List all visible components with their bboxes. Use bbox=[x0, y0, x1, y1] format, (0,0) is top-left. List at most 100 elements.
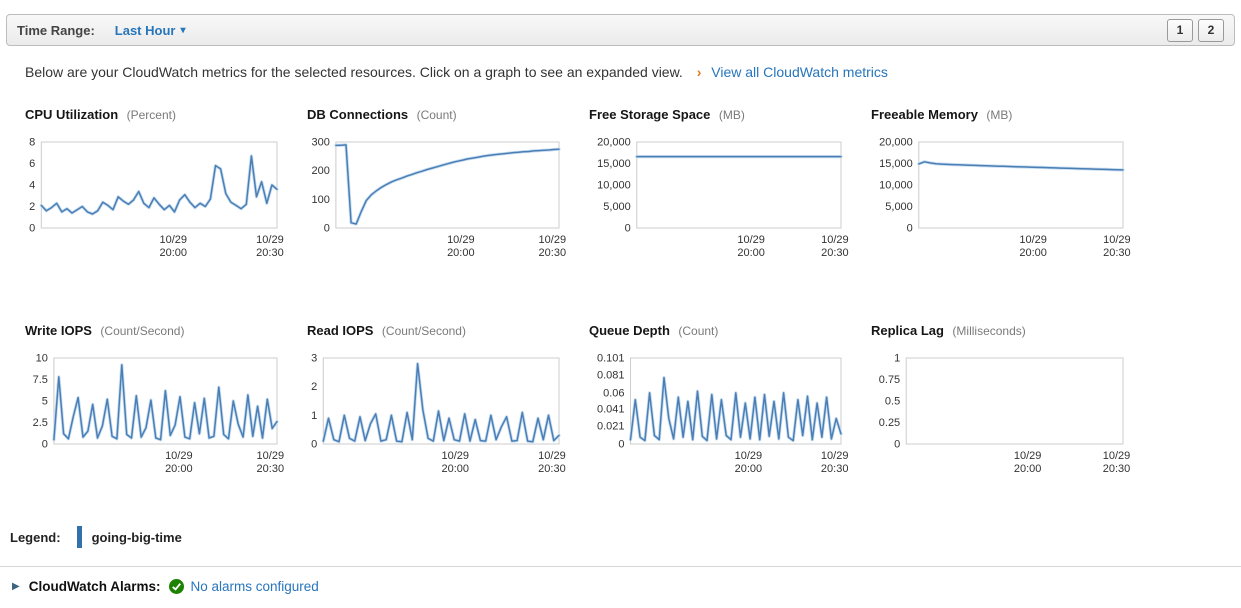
chart-unit: (MB) bbox=[718, 108, 745, 122]
svg-text:10: 10 bbox=[36, 354, 48, 365]
chart-card-cpu-utilization[interactable]: CPU Utilization (Percent) 0 2 4 6 8 10/29 20:0… bbox=[25, 106, 291, 264]
svg-text:10/29: 10/29 bbox=[821, 450, 849, 462]
svg-text:0.101: 0.101 bbox=[597, 354, 625, 365]
legend-label: Legend: bbox=[10, 529, 61, 545]
svg-text:10/29: 10/29 bbox=[447, 234, 475, 246]
chart-title: CPU Utilization bbox=[25, 107, 119, 122]
svg-text:300: 300 bbox=[312, 138, 330, 149]
svg-text:0: 0 bbox=[42, 439, 48, 451]
svg-text:20:30: 20:30 bbox=[539, 247, 567, 259]
svg-text:20:30: 20:30 bbox=[1103, 247, 1131, 259]
chart-title: DB Connections bbox=[307, 107, 409, 122]
cloudwatch-alarms-label: CloudWatch Alarms: bbox=[28, 579, 161, 594]
chart-title-row: Replica Lag (Milliseconds) bbox=[871, 322, 1137, 340]
chart-card-queue-depth[interactable]: Queue Depth (Count) 0 0.021 0.041 0.06 0.081… bbox=[589, 322, 855, 480]
svg-text:0: 0 bbox=[625, 223, 631, 235]
cloudwatch-alarms-section: ▶ CloudWatch Alarms: No alarms configure… bbox=[0, 567, 1241, 594]
svg-text:10/29: 10/29 bbox=[1014, 450, 1042, 462]
svg-text:0: 0 bbox=[311, 439, 317, 451]
expand-triangle-icon[interactable]: ▶ bbox=[12, 581, 20, 592]
chart-unit: (Count) bbox=[416, 108, 457, 122]
svg-text:20:30: 20:30 bbox=[538, 463, 566, 475]
svg-text:5: 5 bbox=[42, 396, 48, 408]
legend-color-swatch bbox=[76, 526, 82, 548]
svg-text:0: 0 bbox=[324, 223, 330, 235]
svg-text:20:30: 20:30 bbox=[821, 247, 849, 259]
chart-unit: (Milliseconds) bbox=[952, 324, 1026, 338]
time-range-dropdown[interactable]: Last Hour ▾ bbox=[115, 23, 186, 38]
chart-card-db-connections[interactable]: DB Connections (Count) 0 100 200 300 10/29 20… bbox=[307, 106, 573, 264]
view-all-cloudwatch-metrics-link[interactable]: View all CloudWatch metrics bbox=[711, 64, 888, 80]
svg-text:0: 0 bbox=[907, 223, 913, 235]
svg-text:0.021: 0.021 bbox=[597, 421, 625, 433]
svg-text:15,000: 15,000 bbox=[597, 158, 631, 170]
svg-text:20:00: 20:00 bbox=[1014, 463, 1042, 475]
svg-text:20:30: 20:30 bbox=[257, 463, 285, 475]
svg-text:0.75: 0.75 bbox=[879, 374, 900, 386]
chart-title-row: DB Connections (Count) bbox=[307, 106, 573, 124]
chart-card-write-iops[interactable]: Write IOPS (Count/Second) 0 2.5 5 7.5 10 10/2… bbox=[25, 322, 291, 480]
svg-text:0.25: 0.25 bbox=[879, 417, 900, 429]
svg-text:0.06: 0.06 bbox=[603, 387, 624, 399]
chart-plot: 00.0210.0410.060.0810.10110/2920:0010/29… bbox=[597, 354, 849, 475]
svg-text:10/29: 10/29 bbox=[160, 234, 188, 246]
chart-unit: (MB) bbox=[986, 108, 1013, 122]
page-1-button[interactable]: 1 bbox=[1167, 18, 1193, 42]
no-alarms-configured-link[interactable]: No alarms configured bbox=[190, 579, 319, 594]
section-divider bbox=[0, 566, 1241, 567]
svg-text:0.081: 0.081 bbox=[597, 370, 625, 382]
svg-text:0: 0 bbox=[894, 439, 900, 451]
svg-text:20:30: 20:30 bbox=[256, 247, 284, 259]
svg-text:0.041: 0.041 bbox=[597, 404, 625, 416]
svg-text:10/29: 10/29 bbox=[735, 450, 763, 462]
chart-title-row: CPU Utilization (Percent) bbox=[25, 106, 291, 124]
svg-text:10/29: 10/29 bbox=[1103, 234, 1131, 246]
svg-text:4: 4 bbox=[29, 180, 35, 192]
svg-text:2.5: 2.5 bbox=[33, 417, 48, 429]
green-check-icon bbox=[169, 579, 185, 594]
chart-title-row: Queue Depth (Count) bbox=[589, 322, 855, 340]
time-range-label: Time Range: bbox=[17, 22, 95, 38]
svg-text:6: 6 bbox=[29, 158, 35, 170]
chart-title-row: Freeable Memory (MB) bbox=[871, 106, 1137, 124]
svg-text:200: 200 bbox=[312, 165, 330, 177]
chevron-down-icon: ▾ bbox=[180, 24, 186, 36]
chart-unit: (Count/Second) bbox=[381, 324, 466, 338]
chart-card-read-iops[interactable]: Read IOPS (Count/Second) 0 1 2 3 10/29 20:00 1… bbox=[307, 322, 573, 480]
description-row: Below are your CloudWatch metrics for th… bbox=[25, 64, 1241, 80]
chart-card-freeable-memory[interactable]: Freeable Memory (MB) 0 5,000 10,000 15,000 2… bbox=[871, 106, 1137, 264]
page-2-button[interactable]: 2 bbox=[1198, 18, 1224, 42]
svg-text:3: 3 bbox=[311, 354, 317, 365]
svg-text:2: 2 bbox=[29, 201, 35, 213]
svg-text:1: 1 bbox=[894, 354, 900, 365]
svg-text:10/29: 10/29 bbox=[256, 234, 284, 246]
chart-title-row: Read IOPS (Count/Second) bbox=[307, 322, 573, 340]
svg-text:0: 0 bbox=[29, 223, 35, 235]
chart-title-row: Write IOPS (Count/Second) bbox=[25, 322, 291, 340]
svg-text:20:30: 20:30 bbox=[821, 463, 849, 475]
chart-card-free-storage-space[interactable]: Free Storage Space (MB) 0 5,000 10,000 15,0… bbox=[589, 106, 855, 264]
chart-plot: 05,00010,00015,00020,00010/2920:0010/292… bbox=[597, 138, 849, 259]
svg-text:20:00: 20:00 bbox=[737, 247, 765, 259]
svg-text:10,000: 10,000 bbox=[879, 180, 913, 192]
svg-text:20:00: 20:00 bbox=[447, 247, 475, 259]
svg-text:10/29: 10/29 bbox=[165, 450, 193, 462]
legend-row: Legend: going-big-time bbox=[10, 526, 1241, 548]
svg-text:20:00: 20:00 bbox=[1019, 247, 1047, 259]
svg-text:10/29: 10/29 bbox=[538, 450, 566, 462]
svg-text:0.5: 0.5 bbox=[885, 396, 900, 408]
svg-text:10/29: 10/29 bbox=[737, 234, 765, 246]
chart-unit: (Count) bbox=[678, 324, 719, 338]
chart-unit: (Count/Second) bbox=[100, 324, 185, 338]
svg-text:5,000: 5,000 bbox=[603, 201, 631, 213]
chart-card-replica-lag[interactable]: Replica Lag (Milliseconds) 0 0.25 0.5 0.75 1… bbox=[871, 322, 1137, 480]
chart-title: Free Storage Space bbox=[589, 107, 711, 122]
svg-text:10,000: 10,000 bbox=[597, 180, 631, 192]
svg-text:10/29: 10/29 bbox=[539, 234, 567, 246]
svg-text:10/29: 10/29 bbox=[1103, 450, 1131, 462]
